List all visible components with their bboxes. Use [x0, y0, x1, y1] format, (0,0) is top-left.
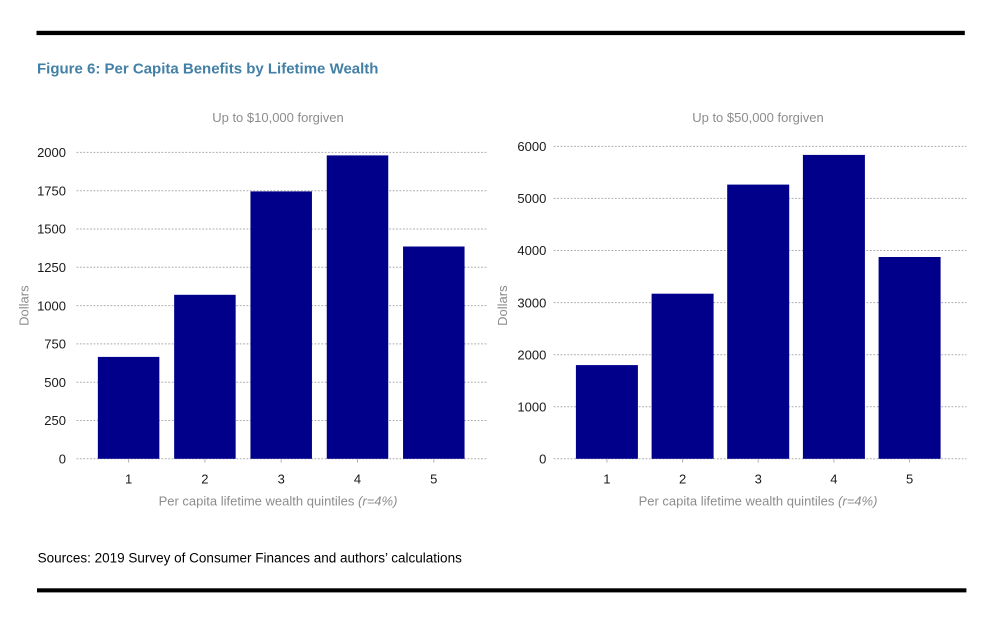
svg-text:3000: 3000	[517, 295, 546, 310]
svg-text:3: 3	[278, 472, 285, 487]
svg-text:4: 4	[830, 472, 837, 487]
svg-text:1250: 1250	[37, 260, 66, 275]
svg-text:2000: 2000	[517, 347, 546, 362]
svg-text:Figure 6: Per Capita Benefits: Figure 6: Per Capita Benefits by Lifetim…	[37, 60, 378, 77]
svg-text:Sources: 2019 Survey of Consum: Sources: 2019 Survey of Consumer Finance…	[38, 551, 462, 566]
svg-text:Per capita lifetime wealth qui: Per capita lifetime wealth quintiles (r=…	[639, 494, 878, 509]
svg-text:4: 4	[354, 472, 361, 487]
svg-text:1750: 1750	[37, 183, 66, 198]
svg-text:3: 3	[755, 472, 762, 487]
svg-text:1500: 1500	[37, 222, 66, 237]
svg-text:Dollars: Dollars	[16, 285, 31, 326]
svg-text:0: 0	[539, 452, 546, 467]
svg-text:6000: 6000	[517, 139, 546, 154]
svg-text:500: 500	[44, 375, 66, 390]
svg-text:250: 250	[44, 413, 66, 428]
svg-text:Up to $10,000 forgiven: Up to $10,000 forgiven	[212, 110, 344, 125]
svg-text:5: 5	[430, 472, 437, 487]
svg-text:2: 2	[679, 472, 686, 487]
svg-text:2000: 2000	[37, 145, 66, 160]
svg-text:5: 5	[906, 472, 913, 487]
svg-text:750: 750	[44, 337, 66, 352]
svg-text:Dollars: Dollars	[495, 285, 510, 326]
svg-text:Up to $50,000 forgiven: Up to $50,000 forgiven	[692, 110, 824, 125]
svg-text:1000: 1000	[517, 399, 546, 414]
svg-text:2: 2	[201, 472, 208, 487]
svg-text:4000: 4000	[517, 243, 546, 258]
svg-text:0: 0	[59, 452, 66, 467]
svg-text:1000: 1000	[37, 298, 66, 313]
svg-text:1: 1	[125, 472, 132, 487]
svg-text:Per capita lifetime wealth qui: Per capita lifetime wealth quintiles (r=…	[159, 494, 398, 509]
svg-text:1: 1	[603, 472, 610, 487]
svg-text:5000: 5000	[517, 191, 546, 206]
